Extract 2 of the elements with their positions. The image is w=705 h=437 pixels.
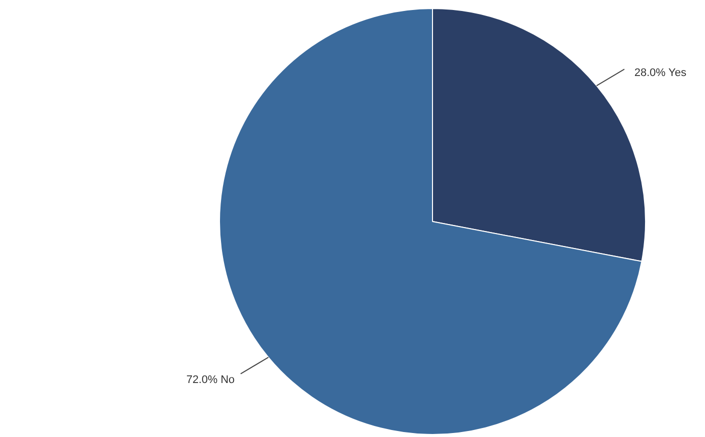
slice-label: 28.0% Yes <box>634 67 687 80</box>
slice-label: 72.0% No <box>186 374 235 386</box>
